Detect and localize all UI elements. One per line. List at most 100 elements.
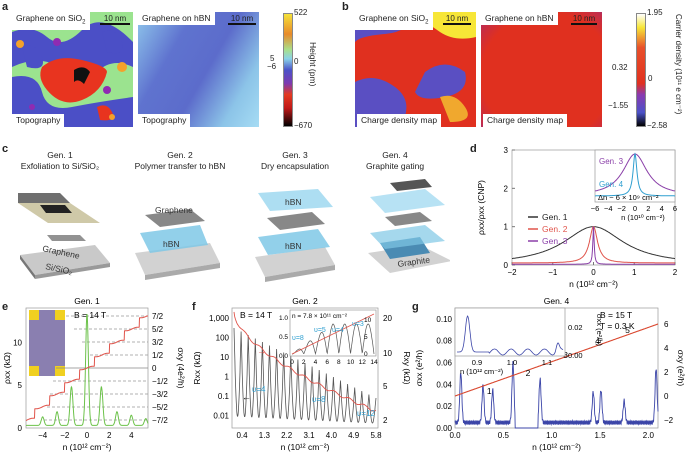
inset-x-tick-label: 1.0 bbox=[507, 358, 517, 367]
y-tick-label: 0.02 bbox=[436, 402, 452, 411]
colorbar-tick: 0.32 bbox=[612, 63, 628, 72]
y-tick-label: 0 bbox=[504, 261, 509, 270]
inset-y-tick-label: 0.0 bbox=[279, 353, 288, 360]
panel-label-e: e bbox=[2, 301, 9, 313]
x-axis-label: n (10¹² cm⁻²) bbox=[281, 442, 330, 452]
field-annotation: B = 15 T bbox=[600, 310, 632, 320]
plateau-label: 4 bbox=[595, 336, 600, 346]
x-tick-label: 1.3 bbox=[259, 431, 271, 440]
inset-x-tick-label: 12 bbox=[359, 359, 367, 366]
scale-bar: 10 nm bbox=[571, 14, 597, 25]
y-right-axis-label: Rxy (kΩ) bbox=[402, 351, 410, 384]
device-image bbox=[29, 310, 65, 376]
series-line-rxy bbox=[233, 311, 377, 412]
y-tick-label: 0.06 bbox=[436, 359, 452, 368]
topography-image-sio2: Graphene on SiO2 10 nm Topography bbox=[12, 12, 133, 127]
y-right-axis-label: σxy (4e²/h) bbox=[176, 347, 186, 388]
inset-x-tick-label: −4 bbox=[604, 204, 613, 213]
label-graphene: Graphene bbox=[155, 205, 193, 215]
colorbar-tick: 0 bbox=[648, 74, 653, 83]
chart-title: Gen. 4 bbox=[544, 296, 570, 306]
scale-bar: 10 nm bbox=[228, 14, 256, 25]
y-tick-label: 0.04 bbox=[436, 380, 452, 389]
legend-label: Gen. 1 bbox=[542, 212, 568, 222]
y-tick-label: 0 bbox=[18, 424, 23, 433]
charge-density-image-sio2: Graphene on SiO2 10 nm Charge density ma… bbox=[355, 12, 476, 127]
panel-label-f: f bbox=[192, 301, 196, 313]
colorbar-tick: −2.58 bbox=[647, 121, 668, 130]
field-annotation: B = 14 T bbox=[240, 310, 272, 320]
filling-factor-label: υ=8 bbox=[312, 395, 326, 404]
inset-x-tick-label: 2 bbox=[646, 204, 650, 213]
inset-right-tick-label: 5 bbox=[364, 334, 368, 341]
inset-filling-factor-label: υ=8 bbox=[292, 335, 304, 342]
inset-series-sigmaxx bbox=[457, 315, 564, 356]
arrow-right: → bbox=[257, 346, 266, 356]
charge-density-image-hbn: Graphene on hBN 10 nm Charge density map bbox=[481, 12, 602, 127]
scale-bar: 10 nm bbox=[100, 14, 130, 25]
series-line-rhoxx bbox=[26, 313, 149, 426]
x-tick-label: −2 bbox=[507, 268, 517, 277]
right-tick-label: −7/2 bbox=[152, 416, 168, 425]
x-tick-label: 4.0 bbox=[326, 431, 338, 440]
gen4-title: Gen. 4 Graphite gating bbox=[365, 150, 425, 171]
topography-image-hbn: Graphene on hBN 10 nm Topography bbox=[138, 12, 259, 127]
carrier-density-colorbar bbox=[636, 13, 646, 127]
image-caption: Topography bbox=[138, 114, 191, 127]
inset-x-tick-label: 6 bbox=[673, 204, 677, 213]
gen3-title: Gen. 3 Dry encapsulation bbox=[260, 150, 330, 171]
right-tick-label: 0 bbox=[152, 364, 157, 373]
x-tick-label: 4.9 bbox=[348, 431, 360, 440]
inset-y-tick-label: 0.5 bbox=[279, 334, 288, 341]
y-tick-label: 5 bbox=[18, 381, 23, 390]
field-annotation: B = 14 T bbox=[74, 310, 106, 320]
y-tick-label: 0.10 bbox=[436, 315, 452, 324]
chart-g: Gen. 4 0.0 0.5 1.0 1.5 2.0 0.00 0.02 0.04 0.06 0.0… bbox=[414, 296, 685, 452]
x-tick-label: 0 bbox=[591, 268, 596, 277]
plateau-label: 2 bbox=[526, 368, 531, 378]
inset-frame bbox=[594, 149, 676, 203]
right-tick-label: 4 bbox=[664, 344, 669, 353]
device-contact bbox=[29, 366, 39, 376]
y-tick-label: 1 bbox=[504, 223, 509, 232]
right-tick-label: 7/2 bbox=[152, 312, 164, 321]
right-tick-label: 0 bbox=[664, 392, 669, 401]
right-tick-label: 6 bbox=[664, 320, 669, 329]
filling-factor-label: υ=4 bbox=[252, 385, 266, 394]
inset-legend-label: Gen. 3 bbox=[599, 157, 624, 166]
x-tick-label: 5.8 bbox=[370, 431, 382, 440]
right-tick-label: 5 bbox=[383, 382, 388, 391]
legend-label: Gen. 2 bbox=[542, 224, 568, 234]
y-tick-label: 10 bbox=[13, 338, 22, 347]
device-contact bbox=[55, 310, 65, 320]
image-caption: Topography bbox=[12, 114, 65, 127]
panel-label-c: c bbox=[2, 143, 9, 155]
panel-label-b: b bbox=[342, 1, 349, 13]
inset-x-tick-label: 0 bbox=[633, 204, 637, 213]
plot-frame bbox=[231, 307, 379, 429]
temperature-annotation: T = 0.3 K bbox=[600, 321, 635, 331]
y-tick-label: 0.00 bbox=[436, 424, 452, 433]
y-tick-label: 2 bbox=[504, 184, 509, 193]
image-caption: Charge density map bbox=[483, 114, 568, 127]
device-contact bbox=[55, 366, 65, 376]
x-tick-label: 0 bbox=[85, 431, 90, 440]
image-title-hbn: Graphene on hBN bbox=[481, 12, 558, 25]
x-tick-label: −1 bbox=[548, 268, 558, 277]
image-title-sio2: Graphene on SiO2 bbox=[12, 12, 90, 30]
series-line-rxx bbox=[233, 327, 377, 424]
label-hbn: hBN bbox=[163, 239, 180, 249]
inset-x-tick-label: 0.9 bbox=[472, 358, 482, 367]
right-tick-label: 2 bbox=[383, 416, 388, 425]
x-axis-label: n (10¹² cm⁻²) bbox=[569, 279, 618, 289]
colorbar-side-tick: −6 bbox=[267, 62, 277, 71]
colorbar-tick: 522 bbox=[294, 8, 308, 17]
inset-annotation: Δn ~ 6 × 10⁹ cm⁻² bbox=[598, 193, 659, 202]
colorbar-tick: −1.55 bbox=[608, 101, 629, 110]
inset-legend-label: Gen. 4 bbox=[599, 180, 624, 189]
inset-x-tick-label: 4 bbox=[660, 204, 664, 213]
inset-y-tick-label: 0.02 bbox=[568, 323, 583, 332]
inset-x-axis-label: n (10¹⁰ cm⁻²) bbox=[621, 213, 665, 222]
gen2-title: Gen. 2 Polymer transfer to hBN bbox=[134, 150, 226, 171]
x-tick-label: 1.5 bbox=[594, 431, 606, 440]
